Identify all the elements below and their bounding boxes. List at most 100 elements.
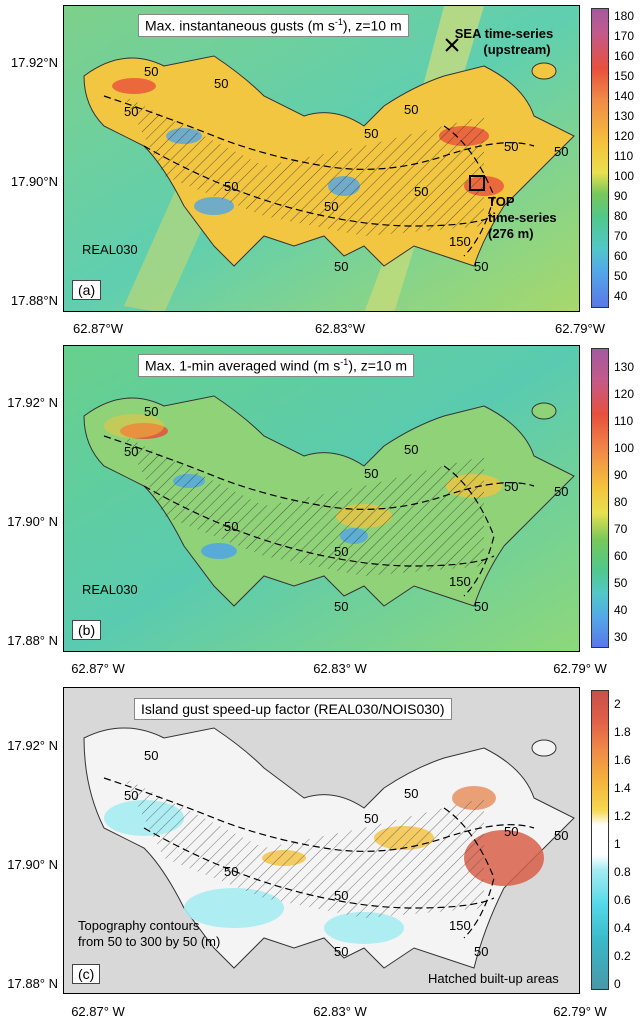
colorbar-label: 40 xyxy=(614,289,628,303)
contour-label: 50 xyxy=(144,64,158,79)
colorbar-label: 0 xyxy=(614,977,621,991)
x-tick-label: 62.87° W xyxy=(71,661,125,676)
contour-label: 50 xyxy=(504,824,518,839)
contour-label: 50 xyxy=(334,944,348,959)
colorbar-label: 90 xyxy=(614,468,628,482)
colorbar-label: 80 xyxy=(614,495,628,509)
contour-label: 50 xyxy=(554,828,568,843)
contour-label: 50 xyxy=(334,544,348,559)
y-tick-label: 17.88° N xyxy=(7,976,58,991)
colorbar-label: 120 xyxy=(614,129,635,143)
panel-a-title: Max. instantaneous gusts (m s-1), z=10 m xyxy=(138,14,409,37)
contour-label: 150 xyxy=(449,918,471,933)
map-a-graphic: 50 50 50 50 50 50 50 50 50 50 150 50 50 xyxy=(64,6,579,311)
colorbar-label: 1.2 xyxy=(614,809,631,823)
colorbar-label: 1.8 xyxy=(614,725,631,739)
contour-label: 50 xyxy=(554,144,568,159)
x-tick-label: 62.79° W xyxy=(553,1004,607,1019)
y-tick-label: 17.92° N xyxy=(7,395,58,410)
contour-label: 50 xyxy=(224,864,238,879)
contour-label: 50 xyxy=(404,786,418,801)
colorbar-label: 70 xyxy=(614,229,628,243)
colorbar-label: 80 xyxy=(614,209,628,223)
map-panel-c[interactable]: 50 50 50 50 50 50 50 50 150 50 50 Island… xyxy=(63,687,580,994)
colorbar-label: 0.8 xyxy=(614,865,631,879)
map-c-graphic: 50 50 50 50 50 50 50 50 150 50 50 xyxy=(64,688,579,993)
panel-c-title: Island gust speed-up factor (REAL030/NOI… xyxy=(134,698,452,720)
colorbar-label: 170 xyxy=(614,29,635,43)
contour-label: 50 xyxy=(324,199,338,214)
contour-label: 50 xyxy=(334,259,348,274)
contour-label: 50 xyxy=(404,102,418,117)
colorbar-label: 90 xyxy=(614,189,628,203)
contour-label: 50 xyxy=(214,76,228,91)
colorbar-label: 50 xyxy=(614,576,628,590)
colorbar-a xyxy=(591,8,609,308)
y-tick-label: 17.90° N xyxy=(7,514,58,529)
x-tick-label: 62.87°W xyxy=(72,321,124,336)
contour-label: 50 xyxy=(554,484,568,499)
panel-b: 50 50 50 50 50 50 50 50 150 50 50 Max. 1… xyxy=(0,340,643,680)
contour-label: 50 xyxy=(224,519,238,534)
colorbar-label: 100 xyxy=(614,441,635,455)
contour-label: 150 xyxy=(449,234,471,249)
panel-a: 50 50 50 50 50 50 50 50 50 50 150 50 50 … xyxy=(0,0,643,340)
x-tick-label: 62.79°W xyxy=(554,321,606,336)
contour-label: 50 xyxy=(364,811,378,826)
x-tick-label: 62.83° W xyxy=(313,1004,367,1019)
panel-b-title: Max. 1-min averaged wind (m s-1), z=10 m xyxy=(138,354,415,377)
y-tick-label: 17.90°N xyxy=(10,174,58,189)
colorbar-label: 180 xyxy=(614,9,635,23)
contour-label: 50 xyxy=(124,104,138,119)
contour-label: 50 xyxy=(364,466,378,481)
contour-label: 50 xyxy=(504,139,518,154)
colorbar-label: 110 xyxy=(614,149,634,163)
colorbar-label: 60 xyxy=(614,249,628,263)
sea-label: SEA time-series (upstream) xyxy=(454,26,554,57)
colorbar-label: 0.4 xyxy=(614,921,631,935)
colorbar-label: 1.6 xyxy=(614,753,631,767)
x-tick-label: 62.87° W xyxy=(71,1004,125,1019)
x-tick-label: 62.79° W xyxy=(553,661,607,676)
colorbar-c xyxy=(591,690,609,990)
contour-label: 50 xyxy=(334,888,348,903)
y-tick-label: 17.90° N xyxy=(7,857,58,872)
colorbar-label: 40 xyxy=(614,603,628,617)
colorbar-label: 1.4 xyxy=(614,781,631,795)
colorbar-label: 70 xyxy=(614,522,628,536)
map-panel-b[interactable]: 50 50 50 50 50 50 50 50 150 50 50 Max. 1… xyxy=(63,345,580,652)
x-tick-label: 62.83° W xyxy=(313,661,367,676)
panel-c-tag: (c) xyxy=(72,964,101,984)
topography-note: Topography contours from 50 to 300 by 50… xyxy=(78,918,221,949)
colorbar-label: 150 xyxy=(614,69,635,83)
map-panel-a[interactable]: 50 50 50 50 50 50 50 50 50 50 150 50 50 … xyxy=(63,5,580,312)
colorbar-label: 160 xyxy=(614,49,635,63)
contour-label: 50 xyxy=(364,126,378,141)
panel-a-tag: (a) xyxy=(72,280,102,300)
y-tick-label: 17.92°N xyxy=(10,55,58,70)
contour-label: 50 xyxy=(144,404,158,419)
top-marker-square xyxy=(469,175,485,191)
contour-label: 50 xyxy=(144,748,158,763)
run-label-b: REAL030 xyxy=(82,582,138,597)
contour-label: 50 xyxy=(124,788,138,803)
colorbar-label: 130 xyxy=(614,109,635,123)
contour-label: 50 xyxy=(504,479,518,494)
hatch-note: Hatched built-up areas xyxy=(428,971,559,986)
top-label: TOP time-series (276 m) xyxy=(488,194,557,241)
y-tick-label: 17.92° N xyxy=(7,738,58,753)
colorbar-b xyxy=(591,348,609,648)
colorbar-label: 60 xyxy=(614,549,628,563)
colorbar-label: 120 xyxy=(614,387,635,401)
sea-marker-cross xyxy=(445,38,459,52)
contour-label: 50 xyxy=(474,259,488,274)
colorbar-label: 140 xyxy=(614,89,635,103)
colorbar-label: 50 xyxy=(614,269,628,283)
colorbar-label: 30 xyxy=(614,630,628,644)
y-tick-label: 17.88° N xyxy=(7,633,58,648)
panel-c: 50 50 50 50 50 50 50 50 150 50 50 Island… xyxy=(0,684,643,1032)
run-label-a: REAL030 xyxy=(82,242,138,257)
colorbar-label: 0.6 xyxy=(614,893,631,907)
contour-label: 50 xyxy=(414,184,428,199)
contour-label: 150 xyxy=(449,574,471,589)
